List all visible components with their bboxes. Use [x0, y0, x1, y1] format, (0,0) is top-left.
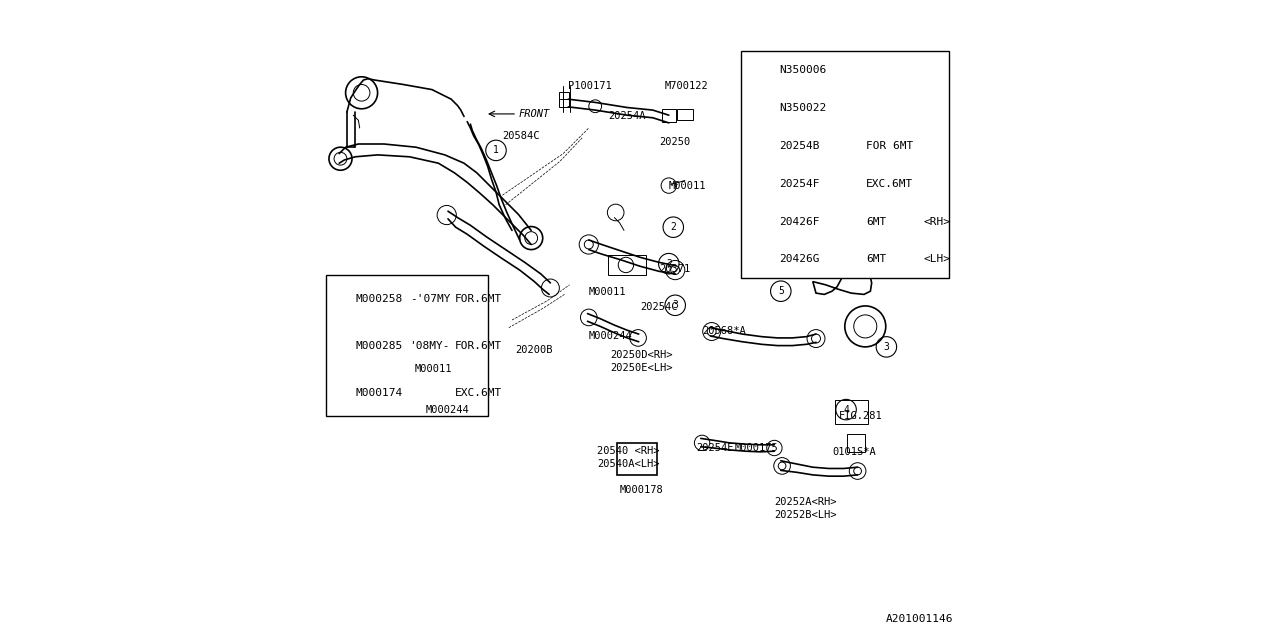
Text: 20254C: 20254C	[640, 302, 677, 312]
Text: 1: 1	[755, 65, 762, 75]
Text: 20540 <RH>: 20540 <RH>	[596, 446, 659, 456]
Text: 3: 3	[755, 122, 762, 132]
Text: M700122: M700122	[664, 81, 708, 92]
Text: 2: 2	[755, 103, 762, 113]
Text: FIG.281: FIG.281	[838, 411, 882, 421]
Text: A201001146: A201001146	[886, 614, 954, 624]
Text: 20426F: 20426F	[780, 216, 820, 227]
Text: 20254F: 20254F	[780, 179, 820, 189]
Text: M00011: M00011	[415, 364, 452, 374]
Text: M000244: M000244	[425, 404, 470, 415]
Text: P100171: P100171	[568, 81, 612, 92]
Text: N350006: N350006	[780, 65, 827, 75]
Text: 3: 3	[672, 300, 678, 310]
Text: 20250D<RH>: 20250D<RH>	[611, 350, 672, 360]
Text: 3: 3	[883, 342, 890, 352]
Text: 20250E<LH>: 20250E<LH>	[611, 363, 672, 373]
Text: 5: 5	[337, 340, 342, 351]
Text: 0101S*A: 0101S*A	[832, 447, 876, 458]
Text: 1: 1	[493, 145, 499, 156]
Text: 20254E: 20254E	[696, 443, 733, 453]
FancyBboxPatch shape	[559, 92, 570, 107]
Text: 2: 2	[465, 336, 470, 346]
Text: 4: 4	[755, 198, 762, 207]
Text: 20371: 20371	[659, 264, 690, 274]
Text: M000285: M000285	[356, 340, 402, 351]
Text: 20540A<LH>: 20540A<LH>	[596, 459, 659, 469]
Text: 20254B: 20254B	[780, 141, 820, 151]
Text: 6MT: 6MT	[867, 255, 886, 264]
Text: 20252A<RH>: 20252A<RH>	[774, 497, 837, 508]
Text: M000175: M000175	[735, 443, 778, 453]
FancyBboxPatch shape	[836, 400, 868, 424]
Text: <RH>: <RH>	[924, 216, 951, 227]
FancyBboxPatch shape	[847, 434, 865, 452]
FancyBboxPatch shape	[741, 51, 950, 278]
Text: '08MY-: '08MY-	[410, 340, 451, 351]
Text: 5: 5	[778, 286, 783, 296]
Text: 20250: 20250	[659, 137, 690, 147]
Text: M00011: M00011	[589, 287, 626, 298]
FancyBboxPatch shape	[677, 109, 694, 120]
Text: 2: 2	[666, 259, 672, 269]
Text: FOR.6MT: FOR.6MT	[454, 294, 502, 303]
FancyBboxPatch shape	[617, 443, 658, 475]
Text: 20254A: 20254A	[609, 111, 646, 122]
Text: 20200B: 20200B	[516, 345, 553, 355]
Text: N350022: N350022	[780, 103, 827, 113]
Text: 20426G: 20426G	[780, 255, 820, 264]
Text: M000244: M000244	[589, 331, 632, 341]
Text: 2: 2	[671, 222, 676, 232]
Text: FOR.6MT: FOR.6MT	[454, 340, 502, 351]
Text: FOR 6MT: FOR 6MT	[867, 141, 913, 151]
Text: EXC.6MT: EXC.6MT	[454, 388, 502, 397]
Text: 6MT: 6MT	[867, 216, 886, 227]
Text: M000258: M000258	[356, 294, 402, 303]
Text: 20568*A: 20568*A	[703, 326, 746, 336]
Text: 4: 4	[844, 404, 849, 415]
FancyBboxPatch shape	[663, 109, 677, 122]
FancyBboxPatch shape	[326, 275, 488, 416]
Text: M000178: M000178	[620, 484, 663, 495]
FancyBboxPatch shape	[608, 255, 646, 275]
Text: -'07MY: -'07MY	[410, 294, 451, 303]
Text: M000174: M000174	[356, 388, 402, 397]
Text: 20252B<LH>: 20252B<LH>	[774, 510, 837, 520]
Text: 20584C: 20584C	[502, 131, 540, 141]
Text: M00011: M00011	[668, 180, 707, 191]
Text: <LH>: <LH>	[924, 255, 951, 264]
Text: FRONT: FRONT	[518, 109, 549, 119]
Text: EXC.6MT: EXC.6MT	[867, 179, 913, 189]
